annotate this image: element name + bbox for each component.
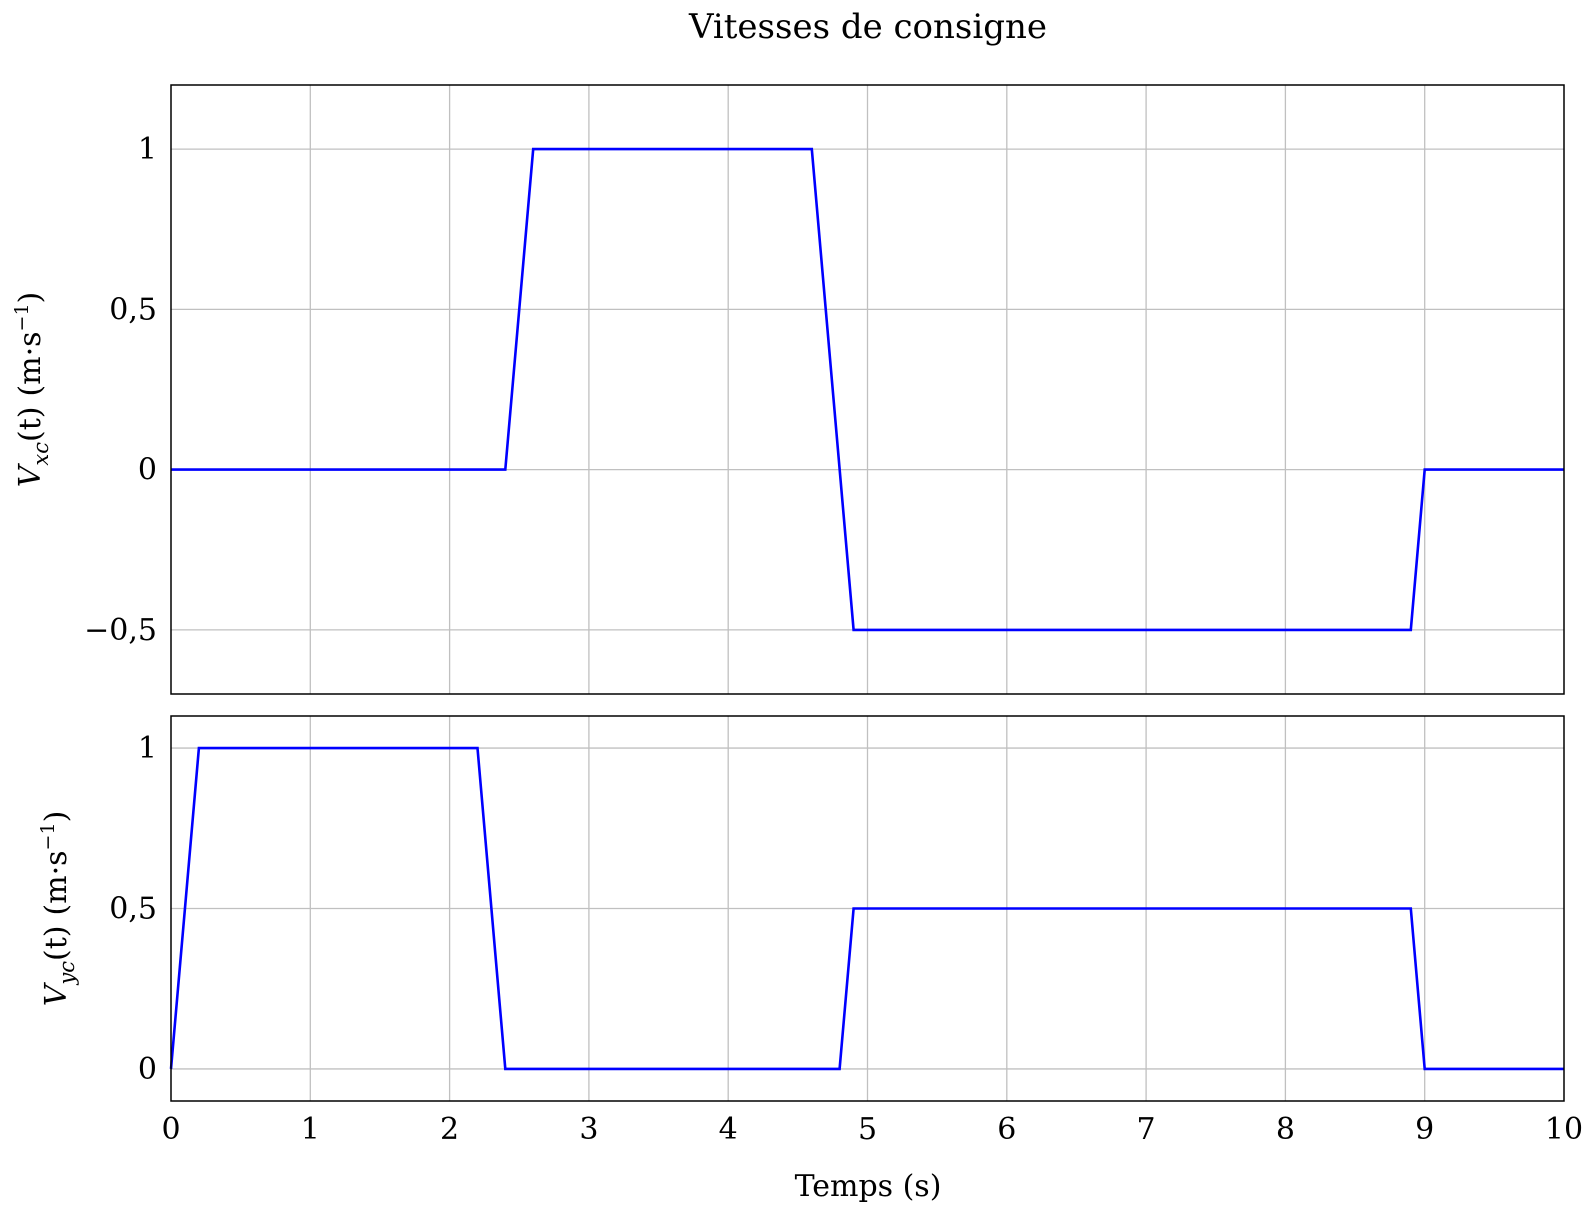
axes-frame bbox=[170, 715, 1565, 1102]
y-axis-label: Vyc(t) (m·s−1) bbox=[37, 811, 79, 1007]
panel-vxc: −0,5 0 0,5 1 Vxc(t) (m·s−1) bbox=[11, 84, 1565, 695]
y-tick-label: 0,5 bbox=[109, 892, 157, 927]
y-label-exp: −1 bbox=[37, 822, 59, 850]
x-tick-label: 10 bbox=[1545, 1112, 1583, 1147]
y-tick-label: 1 bbox=[138, 132, 157, 167]
series-line bbox=[169, 746, 1564, 1071]
y-tick-label: −0,5 bbox=[84, 613, 157, 648]
y-label-sub: yc bbox=[55, 961, 79, 986]
y-label-arg: (t) bbox=[39, 926, 74, 961]
y-label-close: ) bbox=[13, 292, 48, 304]
y-label-var: V bbox=[39, 981, 74, 1006]
x-axis-label: Temps (s) bbox=[795, 1169, 942, 1204]
x-tick-label: 6 bbox=[997, 1112, 1016, 1147]
x-tick-label: 0 bbox=[161, 1112, 180, 1147]
axes-frame bbox=[170, 84, 1565, 695]
series-line bbox=[171, 147, 1564, 632]
x-tick-label: 8 bbox=[1276, 1112, 1295, 1147]
x-tick-label: 2 bbox=[440, 1112, 459, 1147]
x-tick-label: 3 bbox=[579, 1112, 598, 1147]
y-label-var: V bbox=[13, 462, 48, 487]
chart-title: Vitesses de consigne bbox=[688, 7, 1047, 47]
x-tick-label: 1 bbox=[301, 1112, 320, 1147]
y-label-arg: (t) bbox=[13, 407, 48, 442]
y-axis-label: Vxc(t) (m·s−1) bbox=[11, 292, 53, 488]
y-label-unit: (m·s bbox=[13, 331, 48, 396]
y-tick-label: 1 bbox=[138, 731, 157, 766]
y-tick-label: 0 bbox=[138, 1052, 157, 1087]
x-tick-label: 9 bbox=[1415, 1112, 1434, 1147]
x-tick-label: 4 bbox=[719, 1112, 738, 1147]
x-tick-label: 5 bbox=[858, 1112, 877, 1147]
y-tick-label: 0,5 bbox=[109, 292, 157, 327]
y-label-exp: −1 bbox=[11, 303, 33, 331]
y-tick-label: 0 bbox=[138, 453, 157, 488]
y-label-unit: (m·s bbox=[39, 850, 74, 915]
y-label-sub: xc bbox=[29, 442, 53, 466]
x-tick-label: 7 bbox=[1137, 1112, 1156, 1147]
y-label-close: ) bbox=[39, 811, 74, 823]
